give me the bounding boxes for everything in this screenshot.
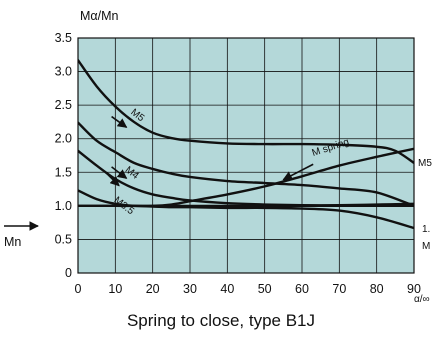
x-tick-label: 70 [332, 282, 346, 296]
x-tick-label: 40 [220, 282, 234, 296]
y-tick-label: 1.5 [55, 165, 72, 179]
x-tick-label: 60 [295, 282, 309, 296]
y-tick-label: 2.5 [55, 98, 72, 112]
series-line-m4 [78, 121, 414, 208]
annotation-arrow [111, 115, 128, 128]
y-tick-label: 2.0 [55, 132, 72, 146]
y-tick-label: 0.5 [55, 232, 72, 246]
series-line-m5 [78, 58, 414, 165]
tick-labels: 0 10 20 30 40 50 60 70 80 90 0 0.5 1.0 1.5 2.0 2.5 3.0 3.… [55, 31, 421, 296]
x-tick-label: 50 [258, 282, 272, 296]
annotation-arrow [282, 163, 314, 181]
annotation-arrow [103, 170, 120, 187]
series-line-4 [78, 189, 414, 230]
x-tick-label: 0 [75, 282, 82, 296]
mn-label: Mn [4, 235, 21, 249]
x-tick-label: 90 [407, 282, 421, 296]
y-tick-label: 0 [65, 266, 72, 280]
y-tick-label: 3.0 [55, 65, 72, 79]
right-label-one: 1. [422, 224, 430, 235]
right-label-m5: M5 [418, 158, 432, 169]
y-axis-label: Mα/Mn [80, 9, 119, 23]
x-tick-label: 10 [108, 282, 122, 296]
y-tick-label: 3.5 [55, 31, 72, 45]
right-label-m: M [422, 241, 430, 252]
chart-title: Spring to close, type B1J [127, 311, 315, 330]
plot-frame [77, 37, 415, 274]
x-tick-label: 80 [370, 282, 384, 296]
x-tick-label: 30 [183, 282, 197, 296]
annotation-arrow [111, 166, 128, 179]
x-axis-label: α/∞ [414, 294, 430, 305]
x-tick-label: 20 [146, 282, 160, 296]
y-tick-label: 1.0 [55, 199, 72, 213]
plot-background [78, 38, 414, 273]
